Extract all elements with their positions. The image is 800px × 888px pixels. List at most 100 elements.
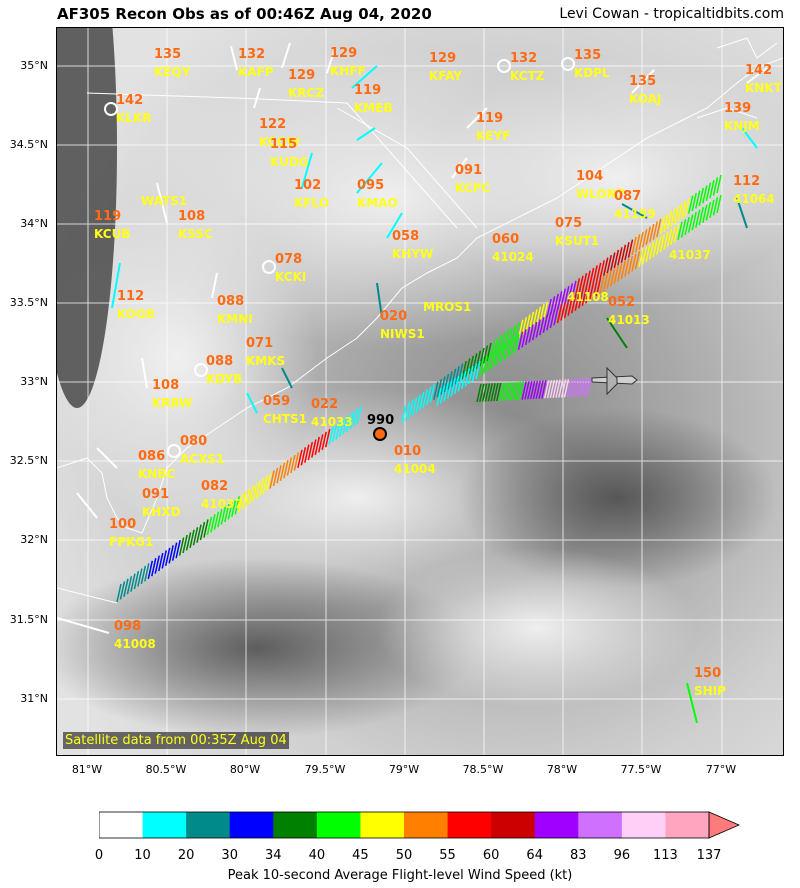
track-wind-barb xyxy=(592,280,598,299)
track-wind-barb xyxy=(501,382,508,401)
station-speed-value: 129 xyxy=(429,51,456,66)
track-wind-barb xyxy=(286,457,293,476)
station-speed-value: 102 xyxy=(294,178,321,193)
track-wind-barb xyxy=(493,337,499,356)
colorbar-extend-arrow xyxy=(708,811,741,839)
track-wind-barb xyxy=(272,467,279,487)
colorbar-tick-label: 0 xyxy=(94,848,104,863)
track-wind-barb xyxy=(670,208,676,227)
station-id-label: FPKG1 xyxy=(109,535,154,549)
track-wind-barb xyxy=(454,366,460,385)
track-wind-barb xyxy=(199,521,206,541)
recon-map: 135 KEQY 132 KAFP 129 KHFF 129 KFAY 132 KCTZ 135 KD… xyxy=(56,27,784,756)
track-wind-barb xyxy=(168,545,174,564)
track-wind-barb xyxy=(716,194,722,214)
track-wind-barb xyxy=(498,382,505,401)
track-wind-barb xyxy=(345,413,352,432)
track-wind-barb xyxy=(227,501,234,520)
track-wind-barb xyxy=(224,503,230,523)
track-wind-barb xyxy=(311,439,317,458)
track-wind-barb xyxy=(712,197,719,216)
lat-tick-label: 31.5°N xyxy=(9,613,48,626)
track-wind-barb xyxy=(443,382,449,402)
track-wind-barb xyxy=(255,480,261,499)
track-wind-barb xyxy=(599,260,605,279)
station-speed-value: 059 xyxy=(263,394,290,409)
station-id-label: KNBC xyxy=(138,467,175,481)
track-wind-barb xyxy=(531,321,538,341)
track-wind-barb xyxy=(349,410,355,430)
track-wind-barb xyxy=(606,254,613,274)
track-wind-barb xyxy=(471,363,478,382)
station-id-label: KEQY xyxy=(154,65,191,79)
station-id-label: CHTS1 xyxy=(263,412,307,426)
track-wind-barb xyxy=(482,345,489,364)
track-wind-barb xyxy=(408,399,414,418)
track-wind-barb xyxy=(485,353,492,372)
track-wind-barb xyxy=(592,265,598,284)
station-id-label: KRBW xyxy=(152,396,192,410)
station-speed-value: 075 xyxy=(555,216,582,231)
track-wind-barb xyxy=(517,331,524,350)
track-wind-barb xyxy=(283,460,289,479)
track-wind-barb xyxy=(560,379,567,398)
track-wind-barb xyxy=(447,371,453,390)
track-wind-barb xyxy=(472,353,478,372)
station-id-label: NIWS1 xyxy=(380,327,425,341)
track-wind-barb xyxy=(617,263,623,282)
track-wind-barb xyxy=(490,383,496,402)
track-wind-barb xyxy=(478,358,485,377)
track-wind-barb xyxy=(453,375,460,394)
track-wind-barb xyxy=(468,365,474,385)
track-wind-barb xyxy=(620,260,627,280)
track-wind-barb xyxy=(411,397,418,416)
track-wind-barb xyxy=(492,348,499,368)
lat-tick-label: 32.5°N xyxy=(9,454,48,467)
track-wind-barb xyxy=(638,231,644,251)
station-speed-value: 104 xyxy=(576,169,603,184)
station-id-label: KCTZ xyxy=(510,69,545,83)
track-wind-barb xyxy=(570,295,577,314)
track-wind-barb xyxy=(479,347,485,367)
station-id-label: KSSC xyxy=(178,227,213,241)
station-id-label: KOAJ xyxy=(629,92,661,106)
station-id-label: KCUB xyxy=(94,227,130,241)
station-id-label: KMNI xyxy=(217,312,253,326)
station-speed-value: 082 xyxy=(201,479,228,494)
track-wind-barb xyxy=(415,394,421,413)
colorbar-segment xyxy=(447,812,492,838)
station-id-label: KNJM xyxy=(724,119,760,133)
track-wind-barb xyxy=(677,221,683,241)
track-wind-barb xyxy=(507,382,513,401)
station-id-label: WATS1 xyxy=(141,194,187,208)
track-wind-barb xyxy=(572,378,578,397)
track-wind-barb xyxy=(524,326,531,346)
track-wind-barb xyxy=(158,552,164,572)
station-speed-value: 142 xyxy=(745,63,772,78)
track-wind-barb xyxy=(481,383,488,402)
station-id-label: KMAO xyxy=(357,196,398,210)
track-wind-barb xyxy=(549,309,556,328)
colorbar-tick-label: 64 xyxy=(526,848,543,863)
track-wind-barb xyxy=(580,378,587,397)
colorbar-segment xyxy=(665,812,710,838)
track-wind-barb xyxy=(663,213,669,232)
station-speed-value: 119 xyxy=(94,209,121,224)
track-wind-barb xyxy=(439,385,446,404)
track-wind-barb xyxy=(705,202,712,221)
track-wind-barb xyxy=(461,360,467,380)
station-speed-value: 129 xyxy=(288,68,315,83)
map-credit: Levi Cowan - tropicaltidbits.com xyxy=(559,6,784,22)
track-wind-barb xyxy=(553,307,559,326)
track-wind-barb xyxy=(265,472,272,492)
station-speed-value: 112 xyxy=(733,174,760,189)
track-wind-barb xyxy=(698,187,705,207)
station-speed-value: 115 xyxy=(270,137,297,152)
station-speed-value: 112 xyxy=(117,289,144,304)
station-id-label: SHIP xyxy=(694,684,726,698)
track-wind-barb xyxy=(342,416,348,435)
station-speed-value: 091 xyxy=(455,163,482,178)
track-wind-barb xyxy=(154,555,160,574)
track-wind-barb xyxy=(528,324,534,343)
center-pressure: 990 xyxy=(367,413,394,428)
